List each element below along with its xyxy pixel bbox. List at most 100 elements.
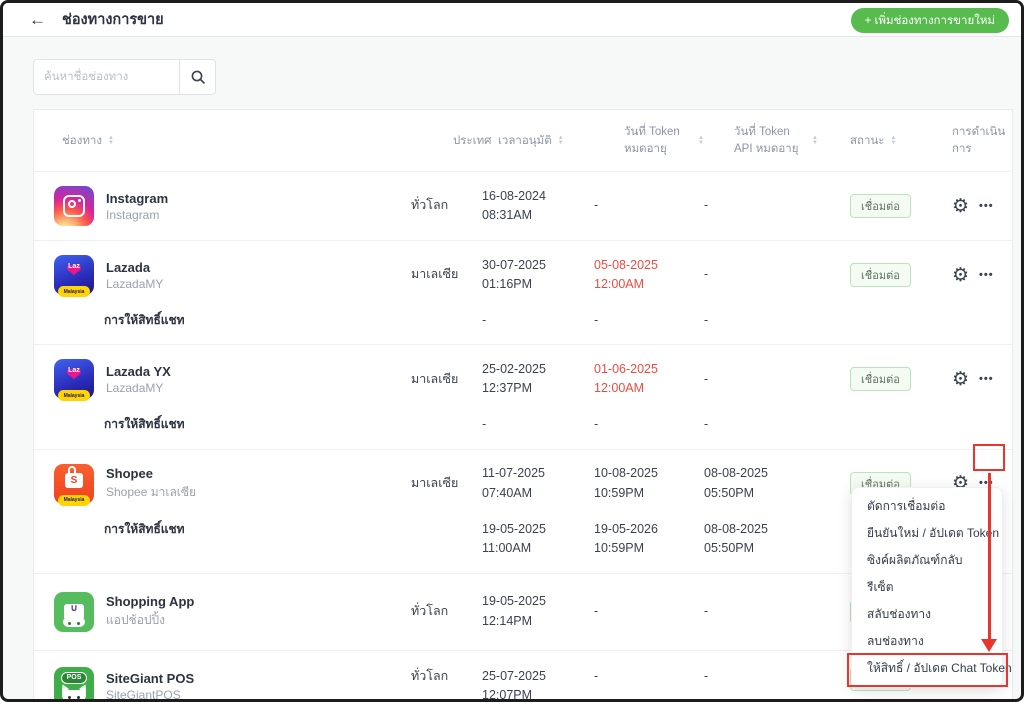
approved-value: 16-08-2024 08:31AM (482, 188, 546, 222)
malaysia-banner: Malaysia (58, 286, 90, 297)
token-expiry-value: 10-08-2025 10:59PM (594, 466, 658, 500)
page-title: ช่องทางการขาย (62, 12, 164, 28)
status-badge: เชื่อมต่อ (850, 263, 911, 287)
channel-subtitle: LazadaMY (106, 380, 164, 395)
search-icon (191, 70, 205, 84)
sitegiant-pos-icon: POS (54, 666, 94, 699)
channel-subtitle: แอปช้อปปิ้ง (106, 612, 166, 627)
approved-value: 19-05-2025 12:14PM (482, 594, 546, 628)
menu-item-reconfirm-update-token[interactable]: ยืนยันใหม่ / อัปเดต Token (867, 526, 1000, 540)
country-value: ทั่วโลก (411, 668, 449, 683)
token-api-expiry-value: - (704, 371, 709, 386)
col-token-api-expiry[interactable]: วันที่ Token API หมดอายุ (704, 124, 822, 157)
menu-item-sync-products-back[interactable]: ซิงค์ผลิตภัณฑ์กลับ (867, 553, 963, 567)
token-expiry-value: - (594, 668, 599, 683)
menu-item-delete-channel[interactable]: ลบช่องทาง (867, 634, 924, 648)
token-api-expiry-value: 08-08-2025 05:50PM (704, 466, 768, 500)
col-approved[interactable]: เวลาอนุมัติ (482, 132, 594, 150)
channel-subtitle: Shopee มาเลเซีย (106, 484, 197, 499)
sort-icon[interactable] (108, 136, 114, 146)
sub-approved-value: - (482, 313, 487, 327)
channel-subtitle: SiteGiantPOS (106, 688, 181, 702)
table-header: ช่องทาง ประเทศ เวลาอนุมัติ วันที่ Token … (34, 110, 1012, 172)
token-expiry-value: 05-08-2025 12:00AM (594, 257, 658, 291)
more-actions-icon[interactable] (979, 201, 994, 212)
sub-approved-value: 19-05-2025 11:00AM (482, 521, 546, 556)
settings-gear-icon[interactable] (952, 197, 969, 216)
col-actions: การดำเนินการ (952, 125, 1006, 155)
back-arrow-icon[interactable] (29, 11, 46, 28)
menu-item-disconnect[interactable]: ตัดการเชื่อมต่อ (867, 499, 946, 513)
approved-value: 25-07-2025 12:07PM (482, 668, 546, 702)
malaysia-banner: Malaysia (58, 494, 90, 506)
approved-value: 11-07-2025 07:40AM (482, 466, 546, 500)
shopee-icon: S Malaysia (54, 463, 94, 506)
actions-dropdown-menu: ตัดการเชื่อมต่อ ยืนยันใหม่ / อัปเดต Toke… (851, 487, 1012, 688)
col-country: ประเทศ (453, 134, 492, 147)
country-value: มาเลเซีย (411, 371, 459, 386)
country-value: มาเลเซีย (411, 476, 459, 491)
menu-item-reset[interactable]: รีเซ็ต (867, 580, 894, 594)
status-badge: เชื่อมต่อ (850, 194, 911, 218)
chat-authorization-label: การให้สิทธิ์แชท (104, 313, 185, 327)
channel-name: Lazada YX (106, 363, 171, 379)
settings-gear-icon[interactable] (952, 370, 969, 389)
token-expiry-value: - (594, 603, 599, 618)
more-actions-icon[interactable] (979, 270, 994, 281)
country-value: ทั่วโลก (411, 198, 449, 213)
token-api-expiry-value: - (704, 668, 709, 683)
channel-name: Instagram (106, 190, 169, 206)
col-token-expiry[interactable]: วันที่ Token หมดอายุ (594, 124, 704, 157)
sort-icon[interactable] (812, 136, 818, 146)
token-api-expiry-value: - (704, 603, 709, 618)
channel-name: Shopee (106, 465, 153, 481)
channel-name: SiteGiant POS (106, 671, 195, 686)
subscription-note: สมัคร 2026 (850, 699, 940, 700)
sub-approved-value: - (482, 417, 487, 432)
sub-token-api-expiry-value: 08-08-2025 05:50PM (704, 521, 768, 556)
chat-authorization-label: การให้สิทธิ์แชท (104, 521, 185, 536)
channel-name: Lazada (106, 259, 151, 275)
country-value: มาเลเซีย (411, 267, 459, 282)
chat-authorization-label: การให้สิทธิ์แชท (104, 417, 185, 432)
search-button[interactable] (179, 59, 216, 95)
approved-value: 25-02-2025 12:37PM (482, 362, 546, 396)
sub-token-expiry-value: - (594, 417, 599, 432)
more-actions-icon[interactable] (979, 374, 994, 385)
menu-item-switch-channel[interactable]: สลับช่องทาง (867, 607, 932, 621)
sub-token-api-expiry-value: - (704, 417, 709, 432)
col-status[interactable]: สถานะ (822, 132, 940, 150)
table-row: ∪ Shopping App แอปช้อปปิ้ง ทั่วโลก 19-05-… (34, 574, 1012, 651)
channel-subtitle: Instagram (106, 207, 160, 222)
channel-name: Shopping App (106, 593, 195, 609)
approved-value: 30-07-2025 01:16PM (482, 257, 546, 291)
instagram-icon (54, 186, 94, 226)
shopping-app-icon: ∪ (54, 591, 94, 632)
channels-table: ช่องทาง ประเทศ เวลาอนุมัติ วันที่ Token … (33, 109, 1013, 702)
status-badge: เชื่อมต่อ (850, 367, 911, 392)
table-row: Instagram Instagram ทั่วโลก 16-08-2024 08… (34, 172, 1012, 241)
col-channel[interactable]: ช่องทาง (34, 132, 411, 150)
country-value: ทั่วโลก (411, 603, 449, 618)
token-expiry-value: - (594, 198, 599, 213)
search-input[interactable] (33, 59, 179, 95)
sub-token-expiry-value: - (594, 313, 599, 327)
sort-icon[interactable] (890, 136, 896, 146)
sort-icon[interactable] (558, 136, 564, 146)
channel-subtitle: LazadaMY (106, 276, 164, 291)
menu-item-authorize-update-chat-token[interactable]: ให้สิทธิ์ / อัปเดต Chat Token (867, 661, 1012, 675)
token-api-expiry-value: - (704, 198, 709, 213)
settings-gear-icon[interactable] (952, 266, 969, 285)
token-expiry-value: 01-06-2025 12:00AM (594, 362, 658, 396)
topbar: ช่องทางการขาย + เพิ่มช่องทางการขายใหม่ (3, 3, 1021, 37)
search-bar (33, 59, 1021, 95)
sub-token-expiry-value: 19-05-2026 10:59PM (594, 521, 658, 556)
malaysia-banner: Malaysia (58, 390, 90, 402)
sub-token-api-expiry-value: - (704, 313, 709, 327)
add-channel-button[interactable]: + เพิ่มช่องทางการขายใหม่ (850, 8, 1009, 33)
